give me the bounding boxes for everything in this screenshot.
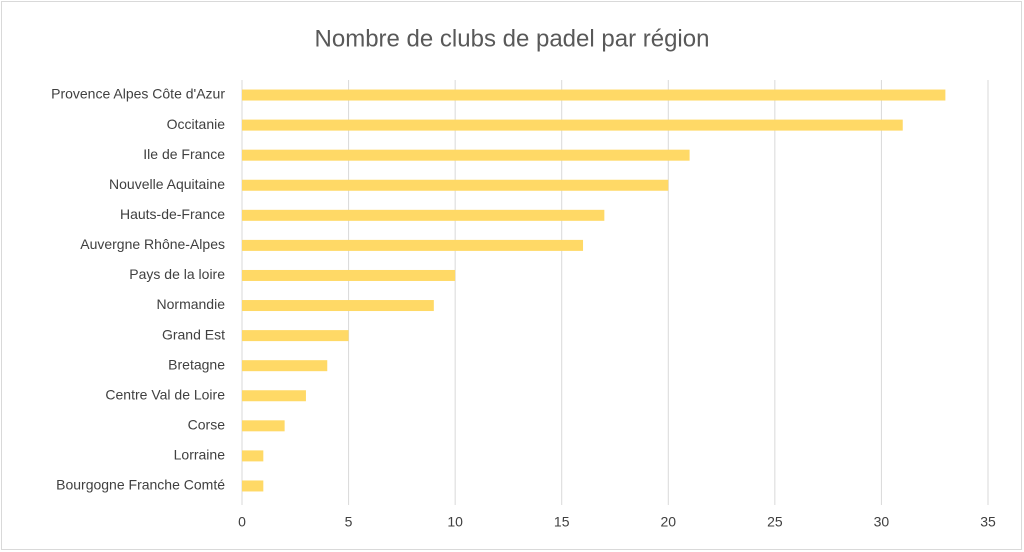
y-tick-label: Normandie <box>157 296 226 312</box>
bar <box>242 89 946 101</box>
bar <box>242 149 690 161</box>
x-tick-label: 15 <box>554 514 570 530</box>
x-tick-label: 25 <box>767 514 783 530</box>
x-tick-label: 10 <box>447 514 463 530</box>
x-tick-label: 20 <box>660 514 676 530</box>
y-tick-label: Ile de France <box>143 146 225 162</box>
y-tick-label: Hauts-de-France <box>120 206 225 222</box>
y-tick-label: Corse <box>188 417 226 433</box>
chart-title: Nombre de clubs de padel par région <box>315 25 710 52</box>
bar <box>242 360 328 372</box>
x-tick-label: 35 <box>980 514 996 530</box>
bar <box>242 269 456 281</box>
bar <box>242 209 605 221</box>
x-tick-label: 30 <box>874 514 890 530</box>
y-tick-label: Grand Est <box>162 326 225 342</box>
y-tick-label: Pays de la loire <box>129 266 225 282</box>
bar <box>242 239 584 251</box>
y-tick-label: Bretagne <box>168 356 225 372</box>
y-tick-label: Centre Val de Loire <box>105 386 225 402</box>
bar <box>242 119 903 131</box>
y-tick-label: Occitanie <box>167 116 226 132</box>
bar <box>242 330 349 342</box>
y-tick-label: Nouvelle Aquitaine <box>109 176 225 192</box>
bar <box>242 300 434 312</box>
bar <box>242 450 264 462</box>
y-tick-label: Bourgogne Franche Comté <box>56 477 225 493</box>
y-tick-label: Lorraine <box>174 447 226 463</box>
y-tick-label: Provence Alpes Côte d'Azur <box>51 86 225 102</box>
bar <box>242 390 306 402</box>
y-tick-label: Auvergne Rhône-Alpes <box>80 236 225 252</box>
bar <box>242 179 669 191</box>
x-tick-label: 5 <box>345 514 353 530</box>
bar <box>242 420 285 432</box>
bar <box>242 480 264 492</box>
x-tick-label: 0 <box>238 514 246 530</box>
